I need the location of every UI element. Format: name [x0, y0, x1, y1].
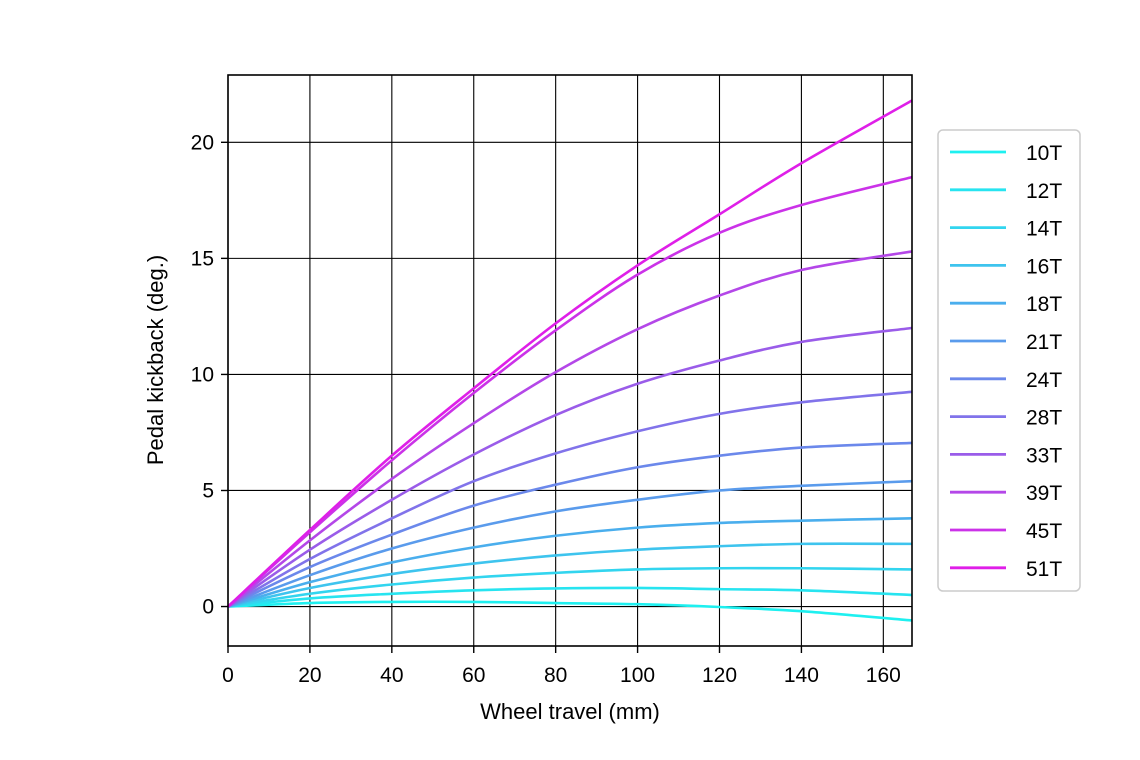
legend-label-51T: 51T [1026, 558, 1062, 581]
x-tick-label: 120 [702, 664, 737, 687]
x-tick-label: 140 [784, 664, 819, 687]
series-line-45T [227, 175, 913, 608]
series-line-10T [227, 600, 913, 622]
y-axis-label: Pedal kickback (deg.) [143, 255, 168, 465]
series-line-24T [227, 441, 913, 608]
legend-label-24T: 24T [1026, 369, 1062, 392]
x-tick-label: 20 [298, 664, 321, 687]
x-axis-label: Wheel travel (mm) [480, 699, 660, 724]
x-tick-label: 40 [380, 664, 403, 687]
legend-box [937, 129, 1081, 592]
y-tick-label: 0 [202, 596, 214, 619]
series-line-33T [227, 326, 913, 608]
legend-label-28T: 28T [1026, 407, 1062, 430]
x-tick-label: 0 [222, 664, 234, 687]
legend-items: 10T 12T 14T 16T 18T 21T 24T 28T 33T 39T 45T 51T [950, 142, 1062, 581]
legend-label-39T: 39T [1026, 482, 1062, 505]
legend-label-33T: 33T [1026, 444, 1062, 467]
legend-label-12T: 12T [1026, 180, 1062, 203]
x-tick-label: 100 [620, 664, 655, 687]
grid [227, 75, 912, 646]
y-tick-label: 20 [191, 131, 214, 154]
series-lines [227, 99, 913, 622]
series-line-39T [227, 250, 913, 608]
series-line-16T [227, 542, 913, 608]
legend-label-10T: 10T [1026, 142, 1062, 165]
series-line-12T [227, 586, 913, 608]
series-line-14T [227, 566, 913, 608]
x-tick-label: 80 [544, 664, 567, 687]
y-tick-label: 15 [191, 247, 214, 270]
y-tick-label: 10 [191, 363, 214, 386]
legend: 10T 12T 14T 16T 18T 21T 24T 28T 33T 39T 45T 51T [937, 129, 1081, 592]
x-tick-label: 60 [462, 664, 485, 687]
legend-label-14T: 14T [1026, 218, 1062, 241]
y-tick-label: 5 [202, 479, 214, 502]
legend-label-18T: 18T [1026, 293, 1062, 316]
y-axis-ticks: 0 5 10 15 20 [191, 131, 228, 619]
series-line-18T [227, 517, 913, 608]
x-axis-ticks: 0 20 40 60 80 100 120 140 160 [222, 646, 901, 687]
legend-label-45T: 45T [1026, 520, 1062, 543]
series-line-51T [227, 99, 913, 608]
legend-label-21T: 21T [1026, 331, 1062, 354]
series-line-21T [227, 479, 913, 608]
plot-frame [227, 74, 913, 647]
x-tick-label: 160 [866, 664, 901, 687]
legend-label-16T: 16T [1026, 255, 1062, 278]
series-line-28T [227, 390, 913, 608]
